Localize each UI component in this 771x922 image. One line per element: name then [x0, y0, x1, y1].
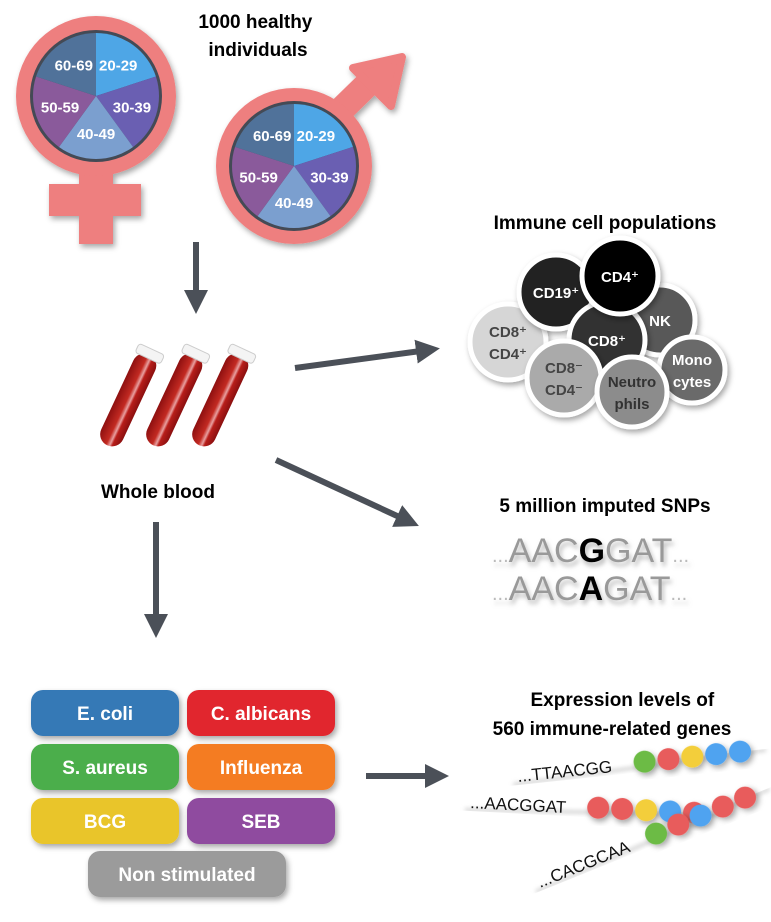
stimulus-c-albicans: C. albicans — [187, 690, 335, 736]
stimulus-seb: SEB — [187, 798, 335, 844]
bead-blue — [705, 743, 728, 766]
male-age-pie: 20-29 30-39 40-49 50-59 60-69 — [229, 101, 359, 231]
bead-yellow — [635, 799, 658, 822]
cell-neutrophils: Neutro phils — [594, 354, 670, 430]
expression-title: Expression levels of 560 immune-related … — [493, 690, 732, 740]
pie-label: 60-69 — [55, 57, 93, 74]
bead-red — [667, 813, 690, 836]
bead-green — [633, 750, 656, 773]
gene-expression-rows: ...TTAACGG ...AACGGAT ...CACGCAA — [464, 740, 771, 894]
snp-left: AAC — [509, 532, 579, 570]
snp-sequences: ...AACGGAT......AACAGAT... — [492, 532, 689, 608]
stimulus-label: S. aureus — [62, 758, 148, 779]
cell-label: Mono — [672, 352, 712, 369]
pie-label: 40-49 — [275, 195, 313, 212]
cell-label: CD4⁺ — [489, 346, 527, 363]
cell-label: CD8⁺ — [489, 324, 527, 341]
snp-right: GAT — [603, 570, 670, 608]
cell-label: Neutro — [608, 374, 656, 391]
snp-prefix: ... — [492, 583, 509, 605]
cell-label: CD4⁻ — [545, 382, 583, 399]
snp-right: GAT — [605, 532, 672, 570]
pie-label: 50-59 — [239, 169, 277, 186]
pie-slice-60-69 — [235, 104, 294, 166]
stimulus-label: Influenza — [220, 758, 303, 779]
snp-left: AAC — [509, 570, 579, 608]
pie-slice-50-59 — [33, 76, 96, 147]
stimulus-e-coli: E. coli — [31, 690, 179, 736]
bead-red — [611, 797, 634, 820]
pie-label: 30-39 — [310, 169, 348, 186]
cell-label: phils — [614, 396, 649, 413]
cell-label: CD8⁻ — [545, 360, 583, 377]
snp-suffix: ... — [672, 545, 689, 567]
stimulus-label: SEB — [241, 812, 280, 833]
pie-label: 20-29 — [297, 128, 335, 145]
bead-red — [734, 786, 757, 809]
cell-cd8m-cd4m: CD8⁻ CD4⁻ — [524, 338, 604, 418]
arrow-to-snps — [274, 457, 419, 527]
blood-tubes-icon — [100, 343, 257, 447]
gene-sequence: ...TTAACGG — [516, 757, 613, 786]
pie-label: 50-59 — [41, 100, 79, 117]
cell-cd4: CD4⁺ — [579, 235, 661, 317]
pie-slice-30-39 — [294, 146, 357, 217]
immune-cells-title: Immune cell populations — [494, 213, 717, 234]
pie-slice-20-29 — [96, 33, 156, 96]
pie-slice-20-29 — [294, 104, 353, 166]
pie-label: 20-29 — [99, 57, 137, 74]
cell-label: CD8⁺ — [588, 333, 626, 350]
snp-suffix: ... — [671, 583, 688, 605]
arrow-to-immune-cells — [294, 339, 440, 371]
pie-slice-60-69 — [36, 33, 96, 96]
snp-sequence: ...AACGGAT... — [492, 532, 689, 570]
pie-slice-40-49 — [58, 96, 134, 159]
snp-variant: A — [579, 570, 604, 608]
stimulus-influenza: Influenza — [187, 744, 335, 790]
immune-cell-cluster: CD8⁺ CD4⁺ NK CD19⁺ CD8⁺ CD4⁺ CD8⁻ CD4⁻ Mono cytes… — [467, 235, 728, 430]
bead-red — [711, 795, 734, 818]
bead-yellow — [681, 745, 704, 768]
pie-slice-30-39 — [96, 76, 159, 147]
gene-row: ...CACGCAA — [534, 786, 771, 894]
bead-blue — [729, 740, 752, 763]
snp-sequence: ...AACAGAT... — [492, 570, 687, 608]
cohort-title: 1000 healthy individuals — [198, 12, 317, 61]
cell-cd8p-cd4p: CD8⁺ CD4⁺ — [467, 301, 549, 383]
stimulus-s-aureus: S. aureus — [31, 744, 179, 790]
snp-variant: G — [579, 532, 605, 570]
bead-red — [657, 748, 680, 771]
snp-prefix: ... — [492, 545, 509, 567]
bead-blue — [689, 804, 712, 827]
cell-monocytes: Mono cytes — [656, 334, 728, 406]
gene-row: ...TTAACGG — [513, 740, 767, 786]
whole-blood-label: Whole blood — [101, 482, 215, 503]
stimulus-label: Non stimulated — [118, 865, 255, 886]
pie-label: 40-49 — [77, 126, 115, 143]
pie-slice-40-49 — [257, 166, 331, 228]
stimulus-non-stimulated: Non stimulated — [88, 851, 286, 897]
bead-green — [645, 822, 668, 845]
stimulus-label: BCG — [84, 812, 126, 833]
snps-title: 5 million imputed SNPs — [499, 496, 710, 517]
stimulus-label: C. albicans — [211, 704, 311, 725]
bead-red — [587, 796, 610, 819]
stimulus-label: E. coli — [77, 704, 133, 725]
gene-sequence: ...CACGCAA — [534, 837, 633, 892]
cell-label: CD4⁺ — [601, 269, 639, 286]
stimuli-grid: E. coli C. albicans S. aureus Influenza BCG S… — [31, 690, 335, 897]
pie-label: 60-69 — [253, 128, 291, 145]
cell-label: cytes — [673, 374, 711, 391]
gene-sequence: ...AACGGAT — [470, 793, 567, 817]
cell-cd19: CD19⁺ — [516, 252, 596, 332]
stimulus-bcg: BCG — [31, 798, 179, 844]
female-age-pie: 20-29 30-39 40-49 50-59 60-69 — [30, 30, 162, 162]
pie-label: 30-39 — [113, 100, 151, 117]
cell-label: NK — [649, 313, 671, 330]
pie-slice-50-59 — [232, 146, 294, 217]
cell-label: CD19⁺ — [533, 285, 579, 302]
